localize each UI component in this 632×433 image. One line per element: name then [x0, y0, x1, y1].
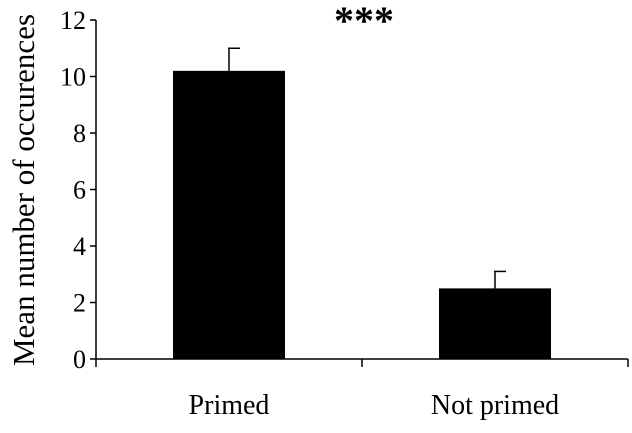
axes: 0 2 4 6 8 10 12 Primed Not primed	[60, 6, 629, 421]
bars	[173, 47, 551, 359]
bar	[173, 70, 285, 359]
y-tick-label: 2	[73, 289, 86, 318]
bar	[439, 288, 551, 359]
y-tick-label: 6	[73, 176, 86, 205]
labels: Mean number of occurences ***	[6, 0, 394, 366]
x-tick-label: Primed	[189, 390, 270, 421]
significance-annotation: ***	[334, 0, 394, 43]
y-tick-label: 10	[60, 63, 86, 92]
y-axis-label: Mean number of occurences	[6, 14, 41, 366]
x-tick-label: Not primed	[431, 390, 559, 421]
y-tick-label: 4	[73, 232, 86, 261]
y-tick-label: 12	[60, 6, 86, 35]
y-tick-label: 0	[73, 345, 86, 374]
y-tick-label: 8	[73, 119, 86, 148]
